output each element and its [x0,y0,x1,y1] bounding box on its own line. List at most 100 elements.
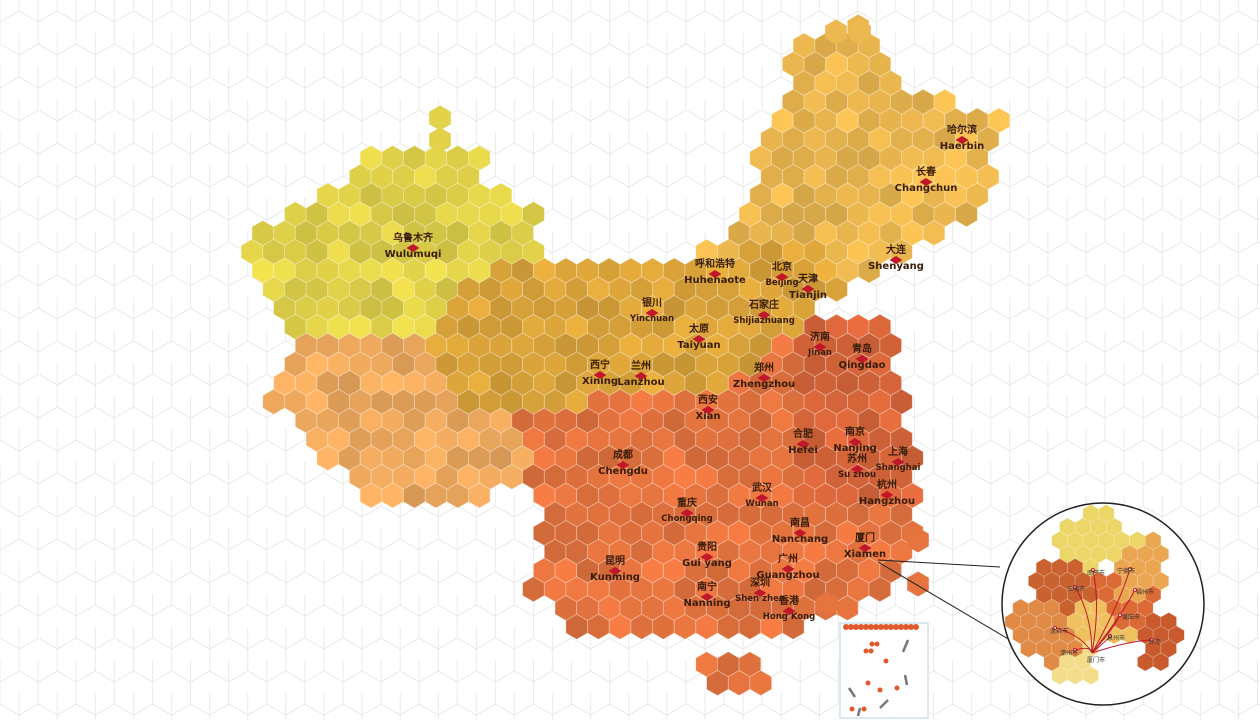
city-label[interactable]: 哈尔滨 Haerbin [940,126,985,152]
inset-hex-tile [1082,666,1099,685]
city-label[interactable]: 广州 Guangzhou [756,555,819,581]
city-marker-icon [850,465,864,473]
island-dot [865,680,871,686]
city-label[interactable]: 长春 Changchun [895,168,958,194]
city-marker-icon [880,491,894,499]
hex-tile [816,591,838,617]
dash-line-segment [901,639,910,653]
inset-city-label: 泉州市 [1107,635,1126,642]
city-name-en: Chongqing [661,514,713,524]
city-label[interactable]: 郑州 Zhengzhou [733,364,795,390]
hex-tile [868,576,892,603]
hex-tile [922,220,946,246]
city-label[interactable]: 乌鲁木齐 Wulumuqi [385,234,442,260]
city-label[interactable]: 深圳 Shen zhen [735,579,785,604]
city-label[interactable]: 大连 Shenyang [868,246,924,272]
city-label[interactable]: 南昌 Nanchang [772,519,828,545]
city-name-cn: 西安 [697,395,718,406]
fujian-inset[interactable] [1001,502,1205,706]
city-label[interactable]: 昆明 Kunming [590,557,640,583]
city-name-cn: 太原 [689,324,709,335]
island-dot [878,624,884,630]
city-label[interactable]: 厦门 Xiamen [844,534,886,560]
city-name-cn: 呼和浩特 [694,259,735,270]
city-label[interactable]: 太原 Taiyuan [677,325,720,351]
city-marker-icon [708,270,722,278]
city-name-en: Shenyang [868,261,924,272]
city-marker-icon [645,309,659,317]
city-name-cn: 香港 [779,596,799,607]
inset-city-dot [1053,626,1057,630]
city-name-cn: 石家庄 [748,300,779,311]
city-label[interactable]: 西安 Xian [695,396,720,422]
city-label[interactable]: 苏州 Su zhou [838,455,876,480]
hex-tile [955,201,978,228]
hex-tile [782,613,805,640]
city-name-cn: 郑州 [753,363,774,374]
city-label[interactable]: 南京 Nanjing [833,428,876,454]
city-name-cn: 杭州 [876,480,897,491]
island-dot [868,648,874,654]
hex-tile [429,127,451,153]
city-label[interactable]: 济南 Jinan [808,333,832,358]
inset-hex-tile [1152,652,1169,672]
city-name-en: Changchun [894,183,958,194]
city-label[interactable]: 北京 Beijing [765,263,798,288]
city-name-en: Xian [695,411,721,422]
city-name-cn: 广州 [778,554,798,565]
city-marker-icon [919,178,933,186]
city-label[interactable]: 合肥 Hefei [788,430,818,456]
inset-city-label: 漳州市 [1060,650,1079,657]
city-marker-icon [593,371,607,379]
city-marker-icon [757,311,771,319]
dash-line-segment [903,674,909,686]
city-label[interactable]: 贵阳 Gui yang [682,543,732,569]
city-name-en: Shen zhen [735,594,785,604]
callout-line [877,561,1011,641]
city-name-en: Jinan [808,348,832,358]
city-label[interactable]: 成都 Chengdu [598,451,648,477]
island-dot [861,706,867,712]
inset-city-dot [1073,648,1077,652]
city-label[interactable]: 天津 Tianjin [789,275,827,301]
city-label[interactable]: 呼和浩特 Huhehaote [684,260,746,286]
flow-line [1074,647,1093,654]
island-dot [898,624,904,630]
city-name-en: Kunming [590,572,640,583]
city-label[interactable]: 武汉 Wuhan [745,484,778,509]
city-label[interactable]: 重庆 Chongqing [661,499,712,524]
city-name-en: Chengdu [598,466,648,477]
city-label[interactable]: 青岛 Qingdao [839,345,886,371]
island-dot [873,624,879,630]
inset-city-label: 宁德市 [1117,568,1136,575]
city-marker-icon [701,406,715,414]
inset-city-label: 三明市 [1067,586,1086,593]
city-name-cn: 银川 [642,298,662,309]
city-name-cn: 苏州 [847,454,867,465]
city-label[interactable]: 上海 Shanghai [876,448,921,473]
inset-city-label: 莆田市 [1122,614,1141,621]
inset-city-dot [1091,568,1095,572]
city-name-cn: 成都 [612,450,633,461]
city-label[interactable]: 杭州 Hangzhou [859,481,915,507]
city-marker-icon [858,544,872,552]
city-name-en: Wuhan [745,499,779,509]
city-name-cn: 哈尔滨 [946,125,977,136]
island-dot [883,658,889,664]
dash-line-segment [879,699,889,709]
city-name-en: Hong Kong [762,612,816,622]
city-label[interactable]: 银川 Yinchuan [630,299,674,324]
city-label[interactable]: 西宁 Xining [582,361,618,387]
city-label[interactable]: 兰州 Lanzhou [617,362,664,388]
city-marker-icon [848,438,862,446]
city-label[interactable]: 石家庄 Shijiazhuang [733,301,795,326]
city-name-cn: 南宁 [697,582,717,593]
city-name-cn: 济南 [809,332,830,343]
island-dot [913,624,919,630]
city-label[interactable]: 香港 Hong Kong [763,597,815,622]
city-label[interactable]: 南宁 Nanning [683,583,730,609]
island-dot [888,624,894,630]
city-marker-icon [680,509,694,517]
inset-city-dot [1118,613,1122,617]
